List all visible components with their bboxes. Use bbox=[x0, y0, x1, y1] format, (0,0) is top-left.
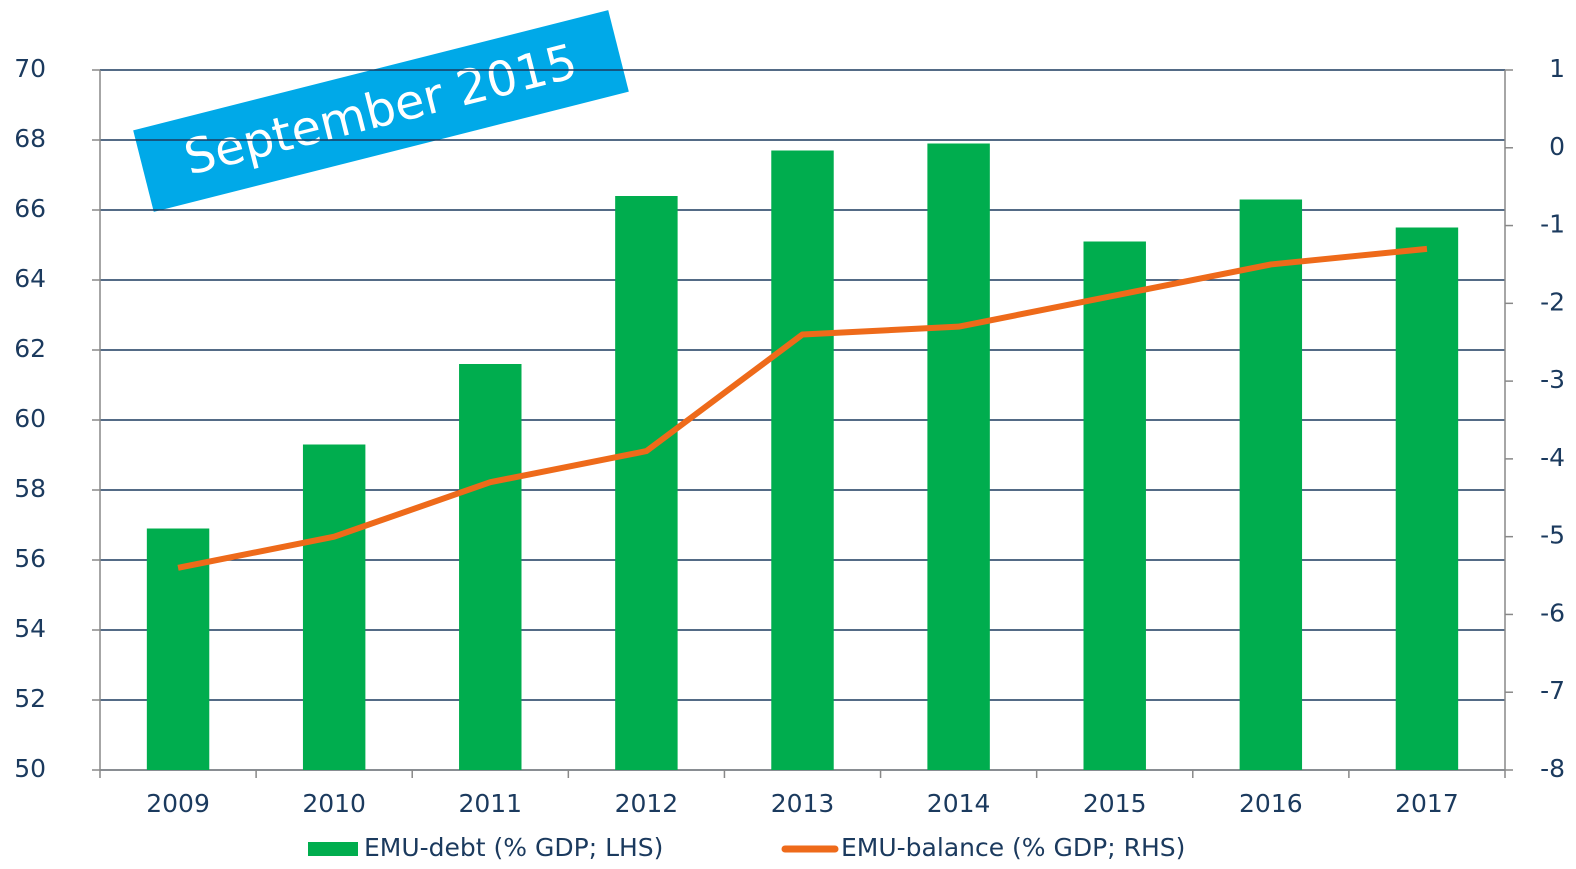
annotation-background bbox=[133, 10, 629, 212]
y2-tick-label: -5 bbox=[1540, 521, 1565, 550]
x-tick-label: 2015 bbox=[1083, 789, 1147, 818]
y-tick-label: 66 bbox=[14, 194, 46, 223]
y-tick-label: 52 bbox=[14, 684, 46, 713]
y2-tick-label: -4 bbox=[1540, 443, 1565, 472]
bar bbox=[1395, 227, 1459, 770]
bar bbox=[1083, 241, 1146, 770]
x-tick-label: 2013 bbox=[771, 789, 835, 818]
y-tick-label: 64 bbox=[14, 264, 46, 293]
y2-tick-label: 0 bbox=[1549, 132, 1565, 161]
annotation-box: September 2015 bbox=[133, 10, 629, 212]
y-tick-label: 70 bbox=[14, 54, 46, 83]
bar bbox=[927, 143, 990, 770]
legend-label: EMU-balance (% GDP; RHS) bbox=[841, 833, 1185, 862]
legend-swatch bbox=[308, 842, 358, 856]
line bbox=[177, 245, 1428, 571]
legend-label: EMU-debt (% GDP; LHS) bbox=[364, 833, 663, 862]
y2-tick-label: -1 bbox=[1540, 210, 1565, 239]
y-tick-label: 54 bbox=[14, 614, 46, 643]
y-tick-label: 62 bbox=[14, 334, 46, 363]
x-tick-label: 2014 bbox=[927, 789, 991, 818]
bar bbox=[771, 150, 834, 770]
y2-tick-label: 1 bbox=[1549, 54, 1565, 83]
y2-tick-label: -7 bbox=[1540, 676, 1565, 705]
bar bbox=[459, 364, 522, 770]
y-tick-label: 60 bbox=[14, 404, 46, 433]
x-tick-label: 2010 bbox=[302, 789, 366, 818]
y-tick-label: 56 bbox=[14, 544, 46, 573]
x-tick-label: 2011 bbox=[458, 789, 522, 818]
x-tick-label: 2017 bbox=[1395, 789, 1459, 818]
bar bbox=[615, 196, 678, 770]
bar bbox=[146, 528, 210, 770]
x-tick-label: 2016 bbox=[1239, 789, 1303, 818]
y2-tick-label: -6 bbox=[1540, 598, 1565, 627]
y-tick-label: 58 bbox=[14, 474, 46, 503]
x-tick-label: 2009 bbox=[146, 789, 210, 818]
bar bbox=[302, 444, 366, 770]
bar bbox=[1239, 199, 1303, 770]
y2-tick-label: -2 bbox=[1540, 287, 1565, 316]
x-tick-label: 2012 bbox=[615, 789, 679, 818]
y2-tick-label: -8 bbox=[1540, 754, 1565, 783]
y2-tick-label: -3 bbox=[1540, 365, 1565, 394]
y-tick-label: 50 bbox=[14, 754, 46, 783]
y-tick-label: 68 bbox=[14, 124, 46, 153]
